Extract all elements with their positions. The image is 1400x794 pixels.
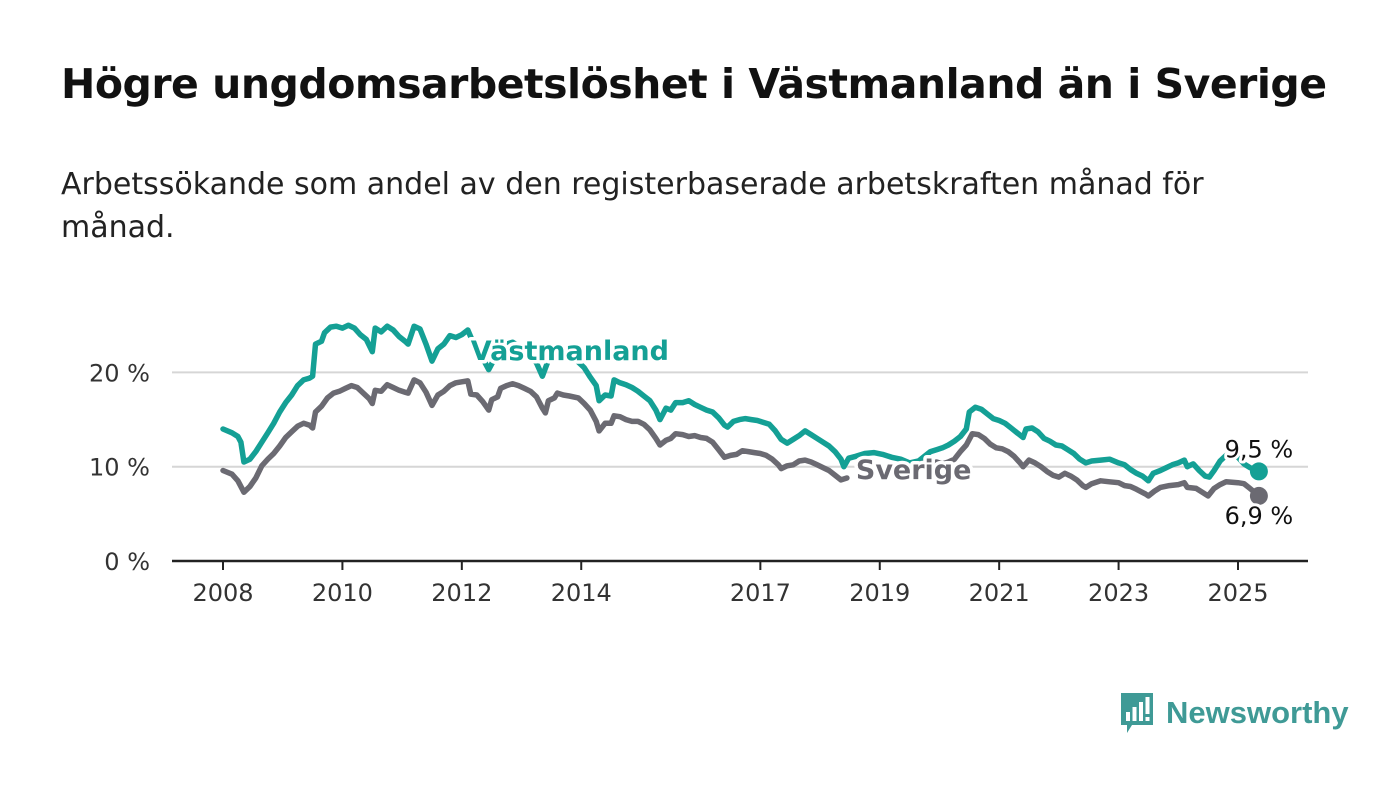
x-tick-label: 2021 [969, 579, 1030, 607]
bar-chart-speech-bubble-icon [1121, 693, 1153, 733]
end-value-label-sverige: 6,9 % [1225, 502, 1294, 530]
end-point-marker [1249, 462, 1268, 481]
x-tick-label: 2008 [192, 579, 253, 607]
x-tick-label: 2014 [551, 579, 612, 607]
series-line [909, 430, 1262, 499]
y-tick-label: 0 % [104, 548, 150, 576]
y-axis-ticks: 0 % 10 % 20 % [89, 359, 150, 576]
x-tick-label: 2017 [730, 579, 791, 607]
end-point-marker [1249, 486, 1268, 505]
x-tick-label: 2010 [312, 579, 373, 607]
series-label-sverige: Sverige [856, 455, 972, 486]
series-labels: Västmanland Sverige 9,5 % 6,9 % [467, 333, 1296, 533]
series-sverige [220, 377, 1268, 505]
x-axis-ticks: 2008 2010 2012 2014 2017 2019 2021 2023 2025 [192, 561, 1269, 607]
newsworthy-logo: Newsworthy [1118, 690, 1349, 736]
x-tick-label: 2025 [1207, 579, 1268, 607]
chart-title: Högre ungdomsarbetslöshet i Västmanland … [61, 60, 1327, 108]
x-tick-label: 2023 [1088, 579, 1149, 607]
end-value-label-västmanland: 9,5 % [1225, 435, 1294, 463]
series-line [220, 377, 850, 495]
series-line [220, 322, 1262, 484]
logo-text: Newsworthy [1166, 695, 1349, 730]
series-lines [220, 322, 1268, 505]
x-tick-label: 2019 [849, 579, 910, 607]
x-tick-label: 2012 [431, 579, 492, 607]
series-västmanland [220, 322, 1268, 484]
series-label-västmanland: Västmanland [471, 336, 669, 367]
y-tick-label: 20 % [89, 359, 150, 387]
gridlines [172, 371, 1308, 468]
y-tick-label: 10 % [89, 454, 150, 482]
chart-subtitle: Arbetssökande som andel av den registerb… [61, 167, 1204, 245]
